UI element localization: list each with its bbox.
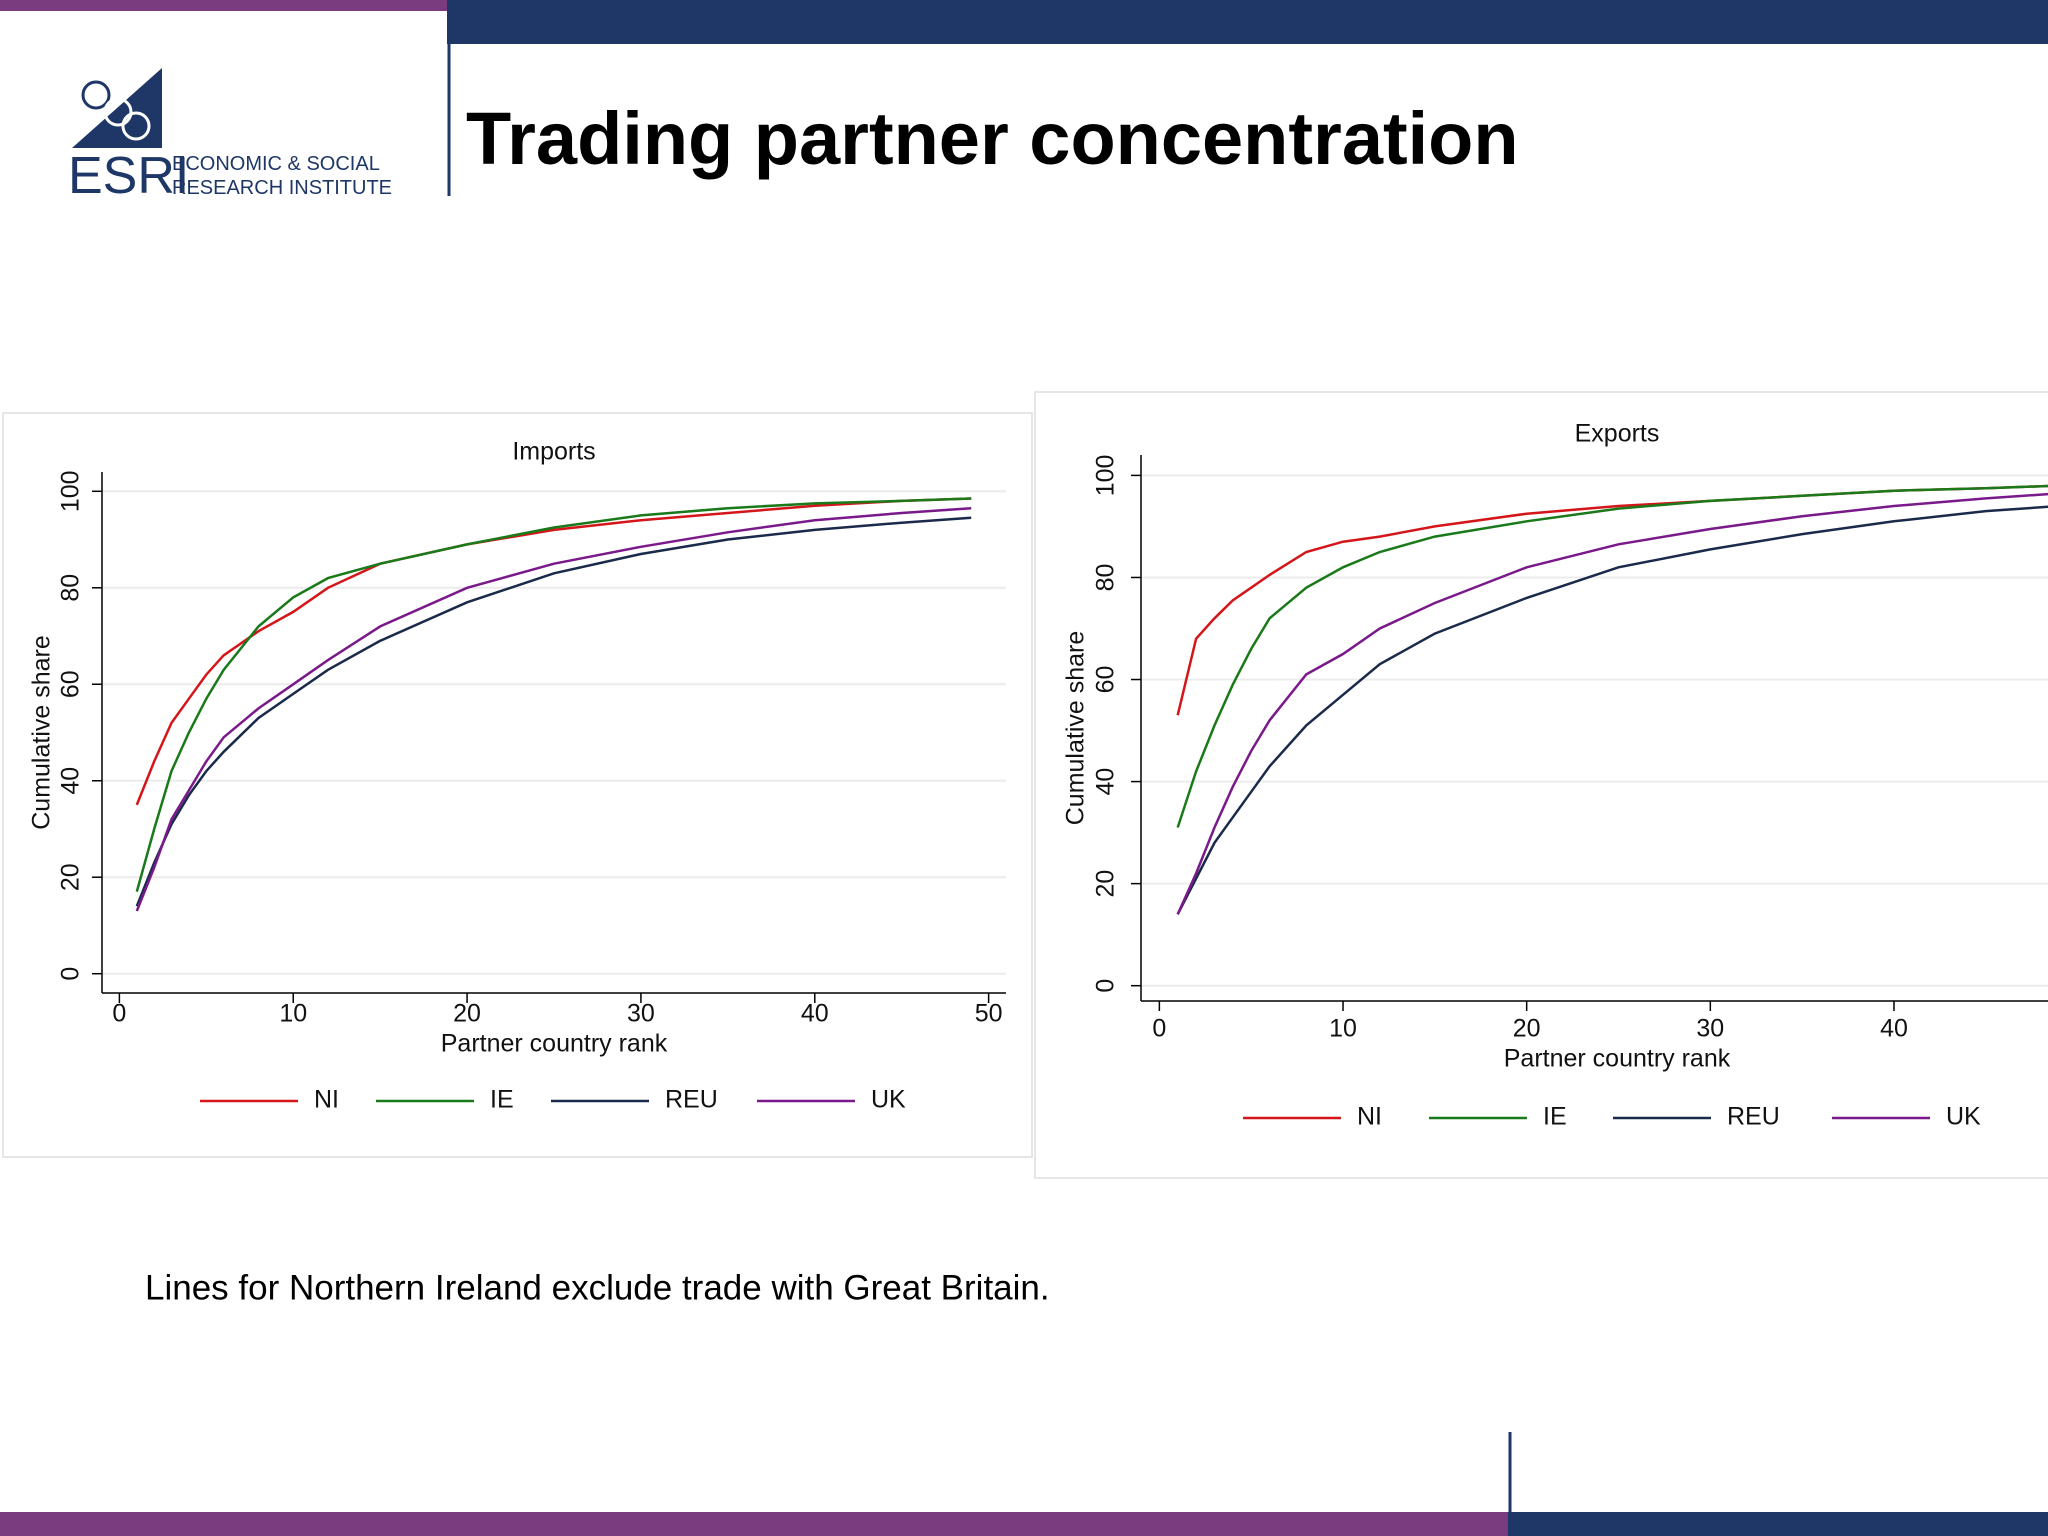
x-tick-label: 30 bbox=[627, 1000, 655, 1028]
x-axis-label: Partner country rank bbox=[441, 1030, 668, 1058]
series-line bbox=[135, 497, 972, 806]
y-tick-label: 100 bbox=[57, 470, 85, 512]
x-tick-label: 40 bbox=[1880, 1015, 1908, 1043]
chart-title: Imports bbox=[512, 438, 595, 466]
logo-abbr: ESRI bbox=[68, 147, 189, 205]
x-tick-label: 20 bbox=[1513, 1015, 1541, 1043]
legend-label: UK bbox=[1946, 1103, 1981, 1131]
y-axis-label: Cumulative share bbox=[1062, 631, 1090, 826]
series-line bbox=[1176, 492, 2048, 915]
top-bar-navy bbox=[447, 0, 2048, 44]
y-tick-label: 0 bbox=[1092, 979, 1120, 993]
y-tick-label: 20 bbox=[57, 863, 85, 891]
legend-label: NI bbox=[1357, 1103, 1382, 1131]
x-tick-label: 10 bbox=[279, 1000, 307, 1028]
y-tick-label: 60 bbox=[57, 670, 85, 698]
y-tick-label: 60 bbox=[1092, 666, 1120, 694]
y-tick-label: 80 bbox=[57, 574, 85, 602]
chart-title: Exports bbox=[1575, 420, 1660, 448]
x-tick-label: 0 bbox=[112, 1000, 126, 1028]
logo: ESRI ECONOMIC & SOCIAL RESEARCH INSTITUT… bbox=[68, 68, 392, 205]
y-axis-label: Cumulative share bbox=[28, 635, 56, 830]
footnote: Lines for Northern Ireland exclude trade… bbox=[145, 1268, 1050, 1307]
y-tick-label: 40 bbox=[57, 767, 85, 795]
x-axis-label: Partner country rank bbox=[1504, 1045, 1731, 1073]
bottom-bar-navy bbox=[1508, 1512, 2048, 1536]
y-tick-label: 20 bbox=[1092, 870, 1120, 898]
x-tick-label: 20 bbox=[453, 1000, 481, 1028]
x-tick-label: 0 bbox=[1152, 1015, 1166, 1043]
x-tick-label: 10 bbox=[1329, 1015, 1357, 1043]
x-tick-label: 50 bbox=[975, 1000, 1003, 1028]
legend-label: REU bbox=[1727, 1103, 1780, 1131]
logo-triangle bbox=[72, 68, 162, 148]
series-line bbox=[1176, 505, 2048, 915]
y-tick-label: 80 bbox=[1092, 564, 1120, 592]
legend-label: IE bbox=[490, 1086, 514, 1114]
legend-label: UK bbox=[871, 1086, 906, 1114]
panel bbox=[1034, 391, 2048, 1179]
legend-label: NI bbox=[314, 1086, 339, 1114]
y-tick-label: 100 bbox=[1092, 455, 1120, 497]
logo-circle bbox=[103, 97, 133, 127]
top-bar-purple bbox=[0, 0, 447, 11]
x-tick-label: 40 bbox=[801, 1000, 829, 1028]
bottom-bar-purple bbox=[0, 1512, 1508, 1536]
y-tick-label: 0 bbox=[57, 967, 85, 981]
logo-line: RESEARCH INSTITUTE bbox=[172, 177, 392, 199]
logo-line: ECONOMIC & SOCIAL bbox=[172, 153, 380, 175]
y-tick-label: 40 bbox=[1092, 768, 1120, 796]
series-line bbox=[1176, 484, 2048, 716]
logo-circle bbox=[121, 111, 151, 141]
slide-title: Trading partner concentration bbox=[466, 97, 1519, 180]
series-line bbox=[135, 506, 972, 912]
series-line bbox=[1176, 484, 2048, 828]
legend-label: REU bbox=[665, 1086, 718, 1114]
panel bbox=[2, 412, 1033, 1158]
series-line bbox=[135, 497, 972, 893]
series-line bbox=[135, 516, 972, 907]
legend-label: IE bbox=[1543, 1103, 1567, 1131]
logo-circle bbox=[81, 80, 111, 110]
x-tick-label: 30 bbox=[1696, 1015, 1724, 1043]
